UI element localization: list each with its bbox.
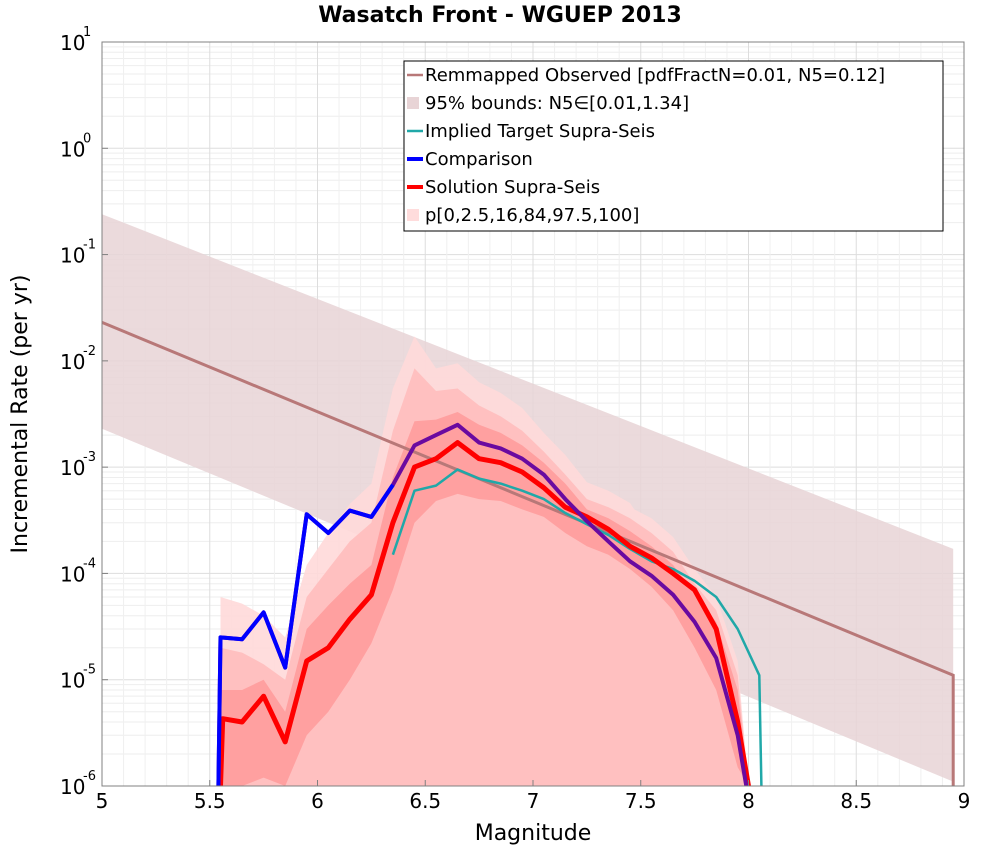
y-tick-exponent: -1 (83, 238, 96, 253)
y-tick-label: 10 (60, 244, 85, 268)
y-axis-label: Incremental Rate (per yr) (8, 275, 33, 554)
y-tick-exponent: -6 (83, 769, 96, 784)
x-tick-label: 6.5 (409, 789, 441, 813)
y-tick-label: 10 (60, 775, 85, 799)
x-tick-label: 5.5 (194, 789, 226, 813)
x-tick-label: 9 (958, 789, 971, 813)
legend-label: 95% bounds: N5∈[0.01,1.34] (425, 93, 689, 114)
legend-label: Remmapped Observed [pdfFractN=0.01, N5=0… (425, 65, 885, 86)
legend-label: p[0,2.5,16,84,97.5,100] (425, 205, 639, 226)
legend-items: Remmapped Observed [pdfFractN=0.01, N5=0… (407, 65, 885, 226)
series-line-implied-target-supra-seis (391, 468, 763, 787)
y-tick-label: 10 (60, 350, 85, 374)
y-tick-label: 10 (60, 456, 85, 480)
legend-swatch (407, 209, 419, 221)
x-tick-label: 5 (96, 789, 109, 813)
x-tick-label: 8 (742, 789, 755, 813)
y-tick-exponent: 1 (83, 25, 91, 40)
y-tick-label: 10 (60, 562, 85, 586)
y-tick-exponent: -2 (83, 344, 96, 359)
y-tick-exponent: -5 (83, 663, 96, 678)
x-tick-label: 8.5 (840, 789, 872, 813)
series-line-solution-supra-seis (218, 440, 751, 787)
legend-box (403, 60, 944, 232)
x-tick-label: 7 (527, 789, 540, 813)
y-tick-exponent: -3 (83, 450, 96, 465)
x-axis-label: Magnitude (475, 821, 592, 846)
observed-line (101, 321, 955, 786)
y-tick-exponent: -4 (83, 556, 96, 571)
y-tick-label: 10 (60, 31, 85, 55)
x-tick-label: 7.5 (625, 789, 657, 813)
legend-swatch (407, 97, 419, 109)
series (101, 321, 955, 787)
legend-label: Solution Supra-Seis (425, 177, 600, 198)
percentile-band-1 (220, 368, 749, 786)
y-tick-label: 10 (60, 669, 85, 693)
y-tick-label: 10 (60, 137, 85, 161)
chart-title: Wasatch Front - WGUEP 2013 (318, 3, 682, 28)
series-line-comparison-low (216, 483, 395, 787)
legend: Remmapped Observed [pdfFractN=0.01, N5=0… (403, 60, 944, 232)
y-tick-exponent: 0 (83, 131, 91, 146)
percentile-band-2 (220, 412, 749, 786)
legend-label: Implied Target Supra-Seis (425, 121, 655, 142)
legend-label: Comparison (425, 149, 533, 170)
x-axis-ticks: 5 5.5 6 6.5 7 7.5 8 8.5 9 (96, 780, 971, 813)
x-tick-label: 6 (311, 789, 324, 813)
